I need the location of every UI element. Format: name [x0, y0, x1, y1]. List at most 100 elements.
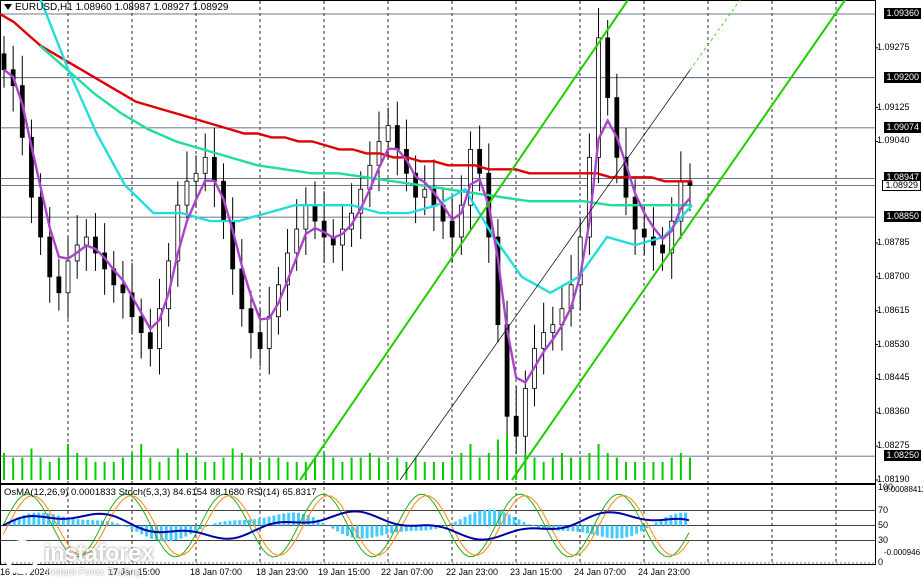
volume-bar	[662, 462, 664, 480]
candle-body	[423, 189, 427, 197]
time-tick-label: 24 Jan 23:00	[638, 567, 690, 577]
dropdown-arrow-icon[interactable]	[4, 4, 12, 10]
osma-bar	[194, 526, 197, 532]
osma-bar	[228, 521, 231, 526]
candle-body	[48, 237, 52, 277]
channel-lower-line	[512, 0, 845, 480]
osma-bar	[116, 523, 119, 525]
candle-body	[313, 205, 317, 221]
candle-body	[295, 229, 299, 253]
chart-header: EURUSD,H1 1.08960 1.08987 1.08927 1.0892…	[4, 2, 229, 13]
candle-body	[203, 157, 207, 173]
candle-body	[523, 388, 527, 436]
indicator-level-label: 30	[878, 535, 888, 545]
volume-bar	[415, 458, 417, 481]
time-tick-label: 24 Jan 07:00	[574, 567, 626, 577]
osma-bar	[527, 524, 530, 525]
candle-body	[386, 125, 390, 141]
volume-bar	[67, 444, 69, 480]
candle-body	[139, 317, 143, 333]
price-tick-label: 1.08785	[877, 237, 910, 247]
candle-body	[633, 197, 637, 229]
volume-bar	[552, 458, 554, 481]
candle-body	[148, 333, 152, 349]
osma-bar	[576, 526, 579, 532]
volume-bar	[497, 440, 499, 481]
time-tick-label: 18 Jan 23:00	[256, 567, 308, 577]
candle-body	[542, 333, 546, 349]
volume-bar	[158, 462, 160, 480]
indicator-level-label: 50	[878, 520, 888, 530]
volume-bar	[524, 453, 526, 480]
volume-bar	[479, 458, 481, 481]
volume-bar	[204, 462, 206, 480]
candle-body	[57, 277, 61, 293]
ema50-line	[40, 0, 692, 293]
volume-bar	[177, 449, 179, 481]
volume-bar	[268, 458, 270, 481]
volume-bar	[506, 435, 508, 480]
price-tick-label: 1.08360	[877, 406, 910, 416]
osma-bar	[581, 526, 584, 533]
volume-bar	[579, 458, 581, 481]
osma-bar	[625, 526, 628, 538]
candle-body	[240, 269, 244, 309]
osma-bar	[464, 517, 467, 526]
volume-bar	[149, 458, 151, 481]
volume-bar	[3, 453, 5, 480]
osma-bar	[635, 526, 638, 534]
price-tick-label: 1.08615	[877, 305, 910, 315]
candle-body	[661, 245, 665, 253]
osma-bar	[488, 510, 491, 526]
osma-scale-label: -0.000946	[884, 548, 920, 557]
osma-bar	[645, 526, 648, 529]
osma-bar	[513, 517, 516, 526]
volume-bar	[369, 453, 371, 480]
volume-bar	[598, 444, 600, 480]
osma-bar	[72, 519, 75, 526]
volume-bar	[396, 458, 398, 481]
osma-bar	[390, 526, 393, 534]
volume-bar	[607, 453, 609, 480]
volume-bar	[625, 462, 627, 480]
osma-bar	[508, 515, 511, 526]
instaforex-logo-icon	[4, 539, 40, 575]
osma-bar	[459, 519, 462, 525]
brand-tagline: Instant Forex Trading	[46, 567, 141, 578]
osma-bar	[130, 526, 133, 530]
candle-body	[39, 197, 43, 237]
candle-body	[642, 229, 646, 237]
volume-bar	[195, 458, 197, 481]
volume-bar	[40, 458, 42, 481]
price-tick-label: 1.09040	[877, 135, 910, 145]
osma-bar	[483, 510, 486, 526]
volume-bar	[21, 458, 23, 481]
osma-bar	[96, 520, 99, 525]
osma-bar	[620, 526, 623, 539]
candle-body	[185, 181, 189, 205]
brand-logo: instaforex Instant Forex Trading	[0, 536, 180, 582]
osma-bar	[277, 514, 280, 525]
osma-bar	[81, 520, 84, 526]
osma-bar	[640, 526, 643, 532]
volume-bar	[287, 462, 289, 480]
volume-bar	[469, 444, 471, 480]
osma-bar	[287, 513, 290, 526]
volume-bar	[387, 462, 389, 480]
osma-bar	[380, 526, 383, 536]
price-level-tag: 1.08850	[884, 211, 921, 222]
candle-body	[450, 221, 454, 237]
osma-bar	[37, 513, 40, 526]
osma-bar	[601, 526, 604, 537]
osma-bar	[669, 515, 672, 525]
osma-bar	[606, 526, 609, 538]
osma-bar	[522, 522, 525, 526]
price-tick-label: 1.08275	[877, 440, 910, 450]
osma-bar	[224, 521, 227, 525]
volume-bar	[58, 458, 60, 481]
volume-bar	[140, 444, 142, 480]
volume-bar	[186, 453, 188, 480]
osma-bar	[57, 516, 60, 526]
volume-bar	[689, 458, 691, 481]
volume-bar	[534, 458, 536, 481]
